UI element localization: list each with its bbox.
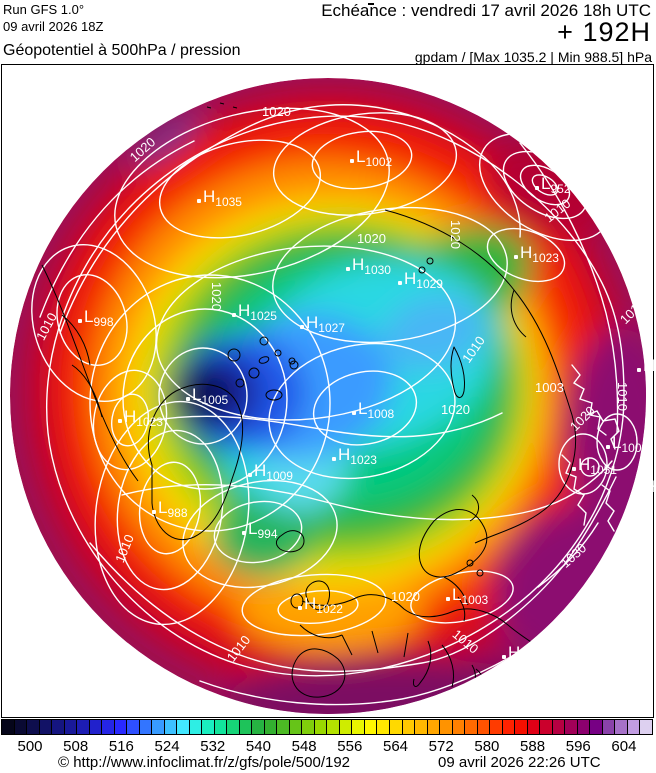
color-scale-cell [314,720,328,734]
color-scale-cell [114,720,128,734]
color-scale-cell [415,720,428,734]
color-scale-tick-label: 604 [611,738,637,755]
color-scale-cell [89,720,103,734]
run-date-label: 09 avril 2026 18Z [3,19,104,34]
color-scale-cell [39,720,53,734]
forecast-offset-label: + 192H [557,17,651,47]
color-scale-cell [252,720,265,734]
color-scale-cell [327,720,340,734]
color-scale-cell [77,720,90,734]
color-scale-cell [52,720,65,734]
color-scale-tick-label: 580 [474,738,500,755]
color-scale-tick-label: 500 [17,738,43,755]
color-scale-cell [202,720,215,734]
color-scale-cell [64,720,78,734]
color-scale-cell [452,720,466,734]
color-scale-cell [377,720,390,734]
color-scale-tick-label: 548 [291,738,317,755]
color-scale-cell [264,720,278,734]
color-scale-cell [515,720,528,734]
valid-time-label: Echéance : vendredi 17 avril 2026 18h UT… [321,1,651,20]
color-scale-cell [615,720,628,734]
generation-timestamp: 09 avril 2026 22:26 UTC [438,754,601,771]
color-scale-tick-label: 516 [108,738,134,755]
units-minmax-label: gpdam / [Max 1035.2 | Min 988.5] hPa [414,49,652,65]
color-scale-cell [540,720,553,734]
color-scale-cell [127,720,140,734]
color-scale-cell [502,720,516,734]
color-scale-tick-label: 564 [382,738,409,755]
color-scale-cell [402,720,416,734]
color-scale-cell [239,720,253,734]
color-scale-cell [277,720,290,734]
color-scale-cell [364,720,378,734]
color-scale-cell [214,720,228,734]
color-scale-cell [465,720,478,734]
color-scale-cell [552,720,566,734]
color-scale-cell [289,720,303,734]
map-canvas [1,64,654,718]
color-scale-tick-label: 532 [200,738,226,755]
color-scale-cell [352,720,365,734]
color-scale-tick-label: 588 [520,738,546,755]
color-scale-cell [102,720,115,734]
color-scale-cell [627,720,641,734]
color-scale-cell [27,720,40,734]
color-scale-cell [227,720,240,734]
color-scale-cell [640,720,652,734]
color-scale-cell [477,720,491,734]
color-scale-cell [139,720,153,734]
color-scale-cell [2,720,15,734]
color-scale-ticks: 500 508 516 524 532 540 548 556 564 572 … [1,738,653,755]
color-scale-cell [565,720,578,734]
field-title: Géopotentiel à 500hPa / pression [3,42,241,59]
color-scale-bar [1,719,653,735]
color-scale-tick-label: 508 [63,738,89,755]
color-scale-cell [490,720,503,734]
color-scale-cell [590,720,603,734]
color-scale-cell [527,720,541,734]
color-scale-cell [602,720,616,734]
color-scale-cell [339,720,353,734]
color-scale-cell [440,720,453,734]
copyright-url: © http://www.infoclimat.fr/z/gfs/pole/50… [58,754,351,771]
color-scale-cell [577,720,591,734]
color-scale-cell [427,720,441,734]
color-scale-tick-label: 596 [565,738,591,755]
color-scale-tick-label: 540 [245,738,271,755]
stray-tick-mark [368,3,374,5]
color-scale-cell [189,720,203,734]
color-scale-cell [389,720,403,734]
color-scale-cell [302,720,315,734]
polar-map-image [10,78,646,714]
color-scale-tick-label: 556 [337,738,363,755]
color-scale-cell [14,720,28,734]
color-scale-cell [164,720,178,734]
color-scale-tick-label: 572 [428,738,454,755]
color-scale-tick-label: 524 [154,738,180,755]
color-scale-cell [152,720,165,734]
run-model-label: Run GFS 1.0° [3,2,85,17]
color-scale-cell [177,720,190,734]
